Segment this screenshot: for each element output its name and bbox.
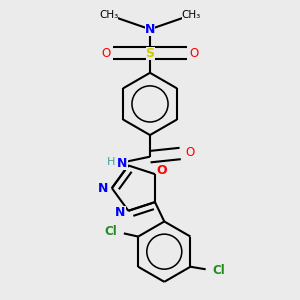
Text: Cl: Cl: [105, 225, 118, 238]
Text: CH₃: CH₃: [182, 10, 201, 20]
Text: N: N: [98, 182, 108, 195]
Text: N: N: [117, 158, 128, 170]
Text: Cl: Cl: [212, 264, 225, 278]
Text: O: O: [157, 164, 167, 177]
Text: O: O: [185, 146, 194, 159]
Text: CH₃: CH₃: [99, 10, 118, 20]
Text: O: O: [101, 46, 110, 60]
Text: O: O: [190, 46, 199, 60]
Text: N: N: [145, 23, 155, 36]
Text: N: N: [115, 206, 126, 219]
Text: S: S: [146, 46, 154, 60]
Text: H: H: [107, 157, 115, 167]
